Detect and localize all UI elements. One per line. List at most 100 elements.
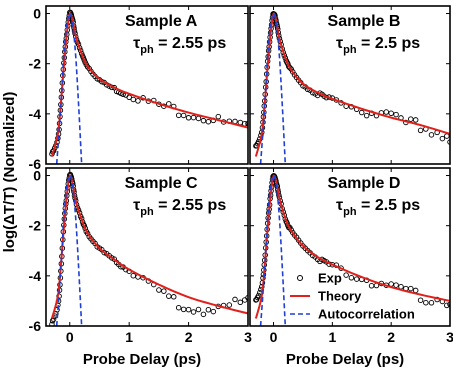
exp-point: [417, 127, 424, 134]
exp-point: [195, 306, 202, 313]
panel-frame: [45, 5, 249, 165]
tau-symbol: τ: [133, 197, 140, 214]
exp-point: [161, 288, 167, 294]
tau-symbol: τ: [336, 197, 343, 214]
tau-annotation: τph = 2.55 ps: [133, 35, 226, 56]
exp-point: [49, 321, 55, 326]
exp-point: [84, 230, 91, 237]
exp-point: [200, 311, 207, 318]
panel-frame: [45, 167, 249, 327]
tau-value: = 2.55 ps: [154, 197, 227, 214]
tau-annotation: τph = 2.55 ps: [133, 197, 226, 218]
theory-line: [50, 12, 248, 157]
exp-point: [175, 112, 182, 119]
exp-point: [408, 116, 414, 122]
tau-annotation: τph = 2.5 ps: [336, 35, 420, 56]
exp-point: [444, 133, 450, 139]
panel-a: 0 -2 -4 -6 Sample A τph = 2.55 ps: [29, 5, 249, 172]
y-tick-label: -6: [29, 318, 42, 334]
x-tick-label: 1: [328, 329, 336, 345]
tau-subscript: ph: [140, 44, 154, 56]
tau-symbol: τ: [336, 35, 343, 52]
exp-point: [175, 304, 182, 311]
exp-point: [237, 119, 244, 126]
legend: Exp Theory Autocorrelation: [290, 271, 415, 322]
exp-point: [428, 132, 435, 138]
exp-point: [353, 276, 360, 282]
x-tick-label: 0: [270, 329, 278, 345]
exp-point: [412, 117, 419, 123]
sample-title: Sample A: [125, 13, 198, 30]
theory-line: [50, 174, 248, 319]
plot-area: [253, 11, 450, 164]
exp-point: [126, 94, 132, 101]
x-axis-label-right: Probe Delay (ps): [286, 351, 404, 368]
exp-point: [383, 109, 390, 115]
sample-title: Sample D: [328, 175, 401, 192]
exp-point: [423, 299, 429, 306]
exp-point: [210, 308, 217, 315]
exp-point: [50, 316, 57, 322]
exp-point: [393, 111, 399, 118]
exp-point: [166, 293, 172, 299]
y-tick-label: -4: [29, 268, 42, 284]
exp-point: [156, 287, 162, 293]
tau-subscript: ph: [343, 44, 357, 56]
exp-point: [417, 297, 424, 303]
panel-d: 0 1 2 3 Sample D τph = 2.5 ps Exp Theory Autocor…: [249, 167, 453, 345]
exp-point: [180, 306, 187, 313]
exp-point: [348, 275, 355, 281]
x-tick-label: 2: [387, 329, 395, 345]
autocorrelation-line: [55, 174, 83, 326]
exp-point: [180, 112, 187, 119]
exp-point: [439, 135, 446, 142]
tau-subscript: ph: [140, 206, 154, 218]
exp-point: [130, 96, 137, 103]
legend-label: Exp: [318, 271, 342, 286]
y-tick-label: -2: [29, 56, 42, 72]
exp-point: [170, 294, 177, 300]
exp-point: [200, 117, 207, 124]
plot-area: [49, 9, 248, 164]
tau-value: = 2.55 ps: [154, 35, 227, 52]
exp-point: [408, 285, 414, 292]
exp-point: [185, 115, 192, 121]
plot-area: [49, 171, 248, 326]
exp-point: [226, 302, 233, 308]
y-tick-label: -4: [29, 106, 42, 122]
exp-point: [412, 287, 419, 294]
legend-label: Theory: [318, 289, 362, 304]
plot-area: [253, 173, 450, 326]
exp-point: [447, 301, 450, 308]
legend-label: Autocorrelation: [318, 307, 415, 322]
exp-point: [190, 114, 197, 121]
exp-point: [232, 296, 238, 303]
x-tick-label: 2: [185, 329, 193, 345]
theory-line: [254, 174, 450, 319]
tau-annotation: τph = 2.5 ps: [336, 197, 420, 218]
tau-value: = 2.5 ps: [357, 197, 421, 214]
exp-point: [135, 98, 141, 104]
exp-point: [363, 112, 370, 119]
x-axis-label-left: Probe Delay (ps): [83, 351, 201, 368]
exp-point: [205, 307, 212, 313]
exp-point: [237, 299, 244, 306]
exp-point: [444, 302, 450, 309]
exp-point: [130, 272, 137, 279]
panel-c: 0 1 2 3 0 -2 -4 -6 Sample C τph = 2.55 ps: [29, 167, 252, 345]
autocorrelation-line: [55, 12, 83, 164]
tau-symbol: τ: [133, 35, 140, 52]
exp-point: [205, 118, 212, 125]
panel-b: Sample B τph = 2.5 ps: [249, 5, 451, 165]
y-tick-label: -6: [29, 156, 42, 172]
exp-point: [185, 306, 192, 313]
tau-subscript: ph: [343, 206, 357, 218]
y-tick-label: -2: [29, 218, 42, 234]
sample-title: Sample C: [125, 175, 198, 192]
sample-title: Sample B: [328, 13, 401, 30]
tau-value: = 2.5 ps: [357, 35, 421, 52]
y-axis-label: log(ΔT/T) (Normalized): [1, 92, 18, 253]
x-tick-label: 3: [244, 329, 252, 345]
autocorrelation-line: [259, 12, 287, 164]
